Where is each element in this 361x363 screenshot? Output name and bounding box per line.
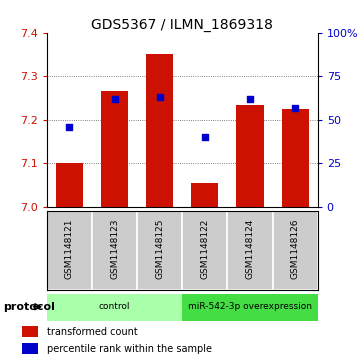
Point (112, 96, 118, 102)
Text: percentile rank within the sample: percentile rank within the sample (47, 344, 212, 354)
Title: GDS5367 / ILMN_1869318: GDS5367 / ILMN_1869318 (91, 18, 273, 32)
Bar (22, 326, 38, 338)
Bar (101, 91, 128, 207)
Point (247, 96, 253, 102)
FancyBboxPatch shape (47, 294, 182, 322)
Text: GSM1148125: GSM1148125 (155, 219, 164, 279)
FancyBboxPatch shape (47, 211, 92, 290)
FancyBboxPatch shape (273, 211, 318, 290)
FancyBboxPatch shape (137, 211, 182, 290)
Text: GSM1148121: GSM1148121 (65, 219, 74, 279)
Text: GSM1148126: GSM1148126 (291, 219, 300, 279)
Text: protocol: protocol (4, 302, 56, 312)
Point (67, 124, 73, 130)
Text: GSM1148123: GSM1148123 (110, 219, 119, 279)
Point (202, 134, 208, 140)
FancyBboxPatch shape (182, 211, 227, 290)
Bar (56, 163, 83, 207)
Bar (282, 109, 309, 207)
Point (157, 94, 162, 100)
Text: GSM1148124: GSM1148124 (245, 219, 255, 279)
Text: transformed count: transformed count (47, 327, 138, 337)
FancyBboxPatch shape (227, 211, 273, 290)
FancyBboxPatch shape (182, 294, 318, 322)
Point (292, 105, 298, 110)
Bar (236, 105, 264, 207)
Text: GSM1148122: GSM1148122 (200, 219, 209, 279)
Bar (146, 54, 173, 207)
Text: control: control (99, 302, 130, 311)
Bar (22, 343, 38, 354)
Bar (191, 183, 218, 207)
Text: miR-542-3p overexpression: miR-542-3p overexpression (188, 302, 312, 311)
FancyBboxPatch shape (92, 211, 137, 290)
